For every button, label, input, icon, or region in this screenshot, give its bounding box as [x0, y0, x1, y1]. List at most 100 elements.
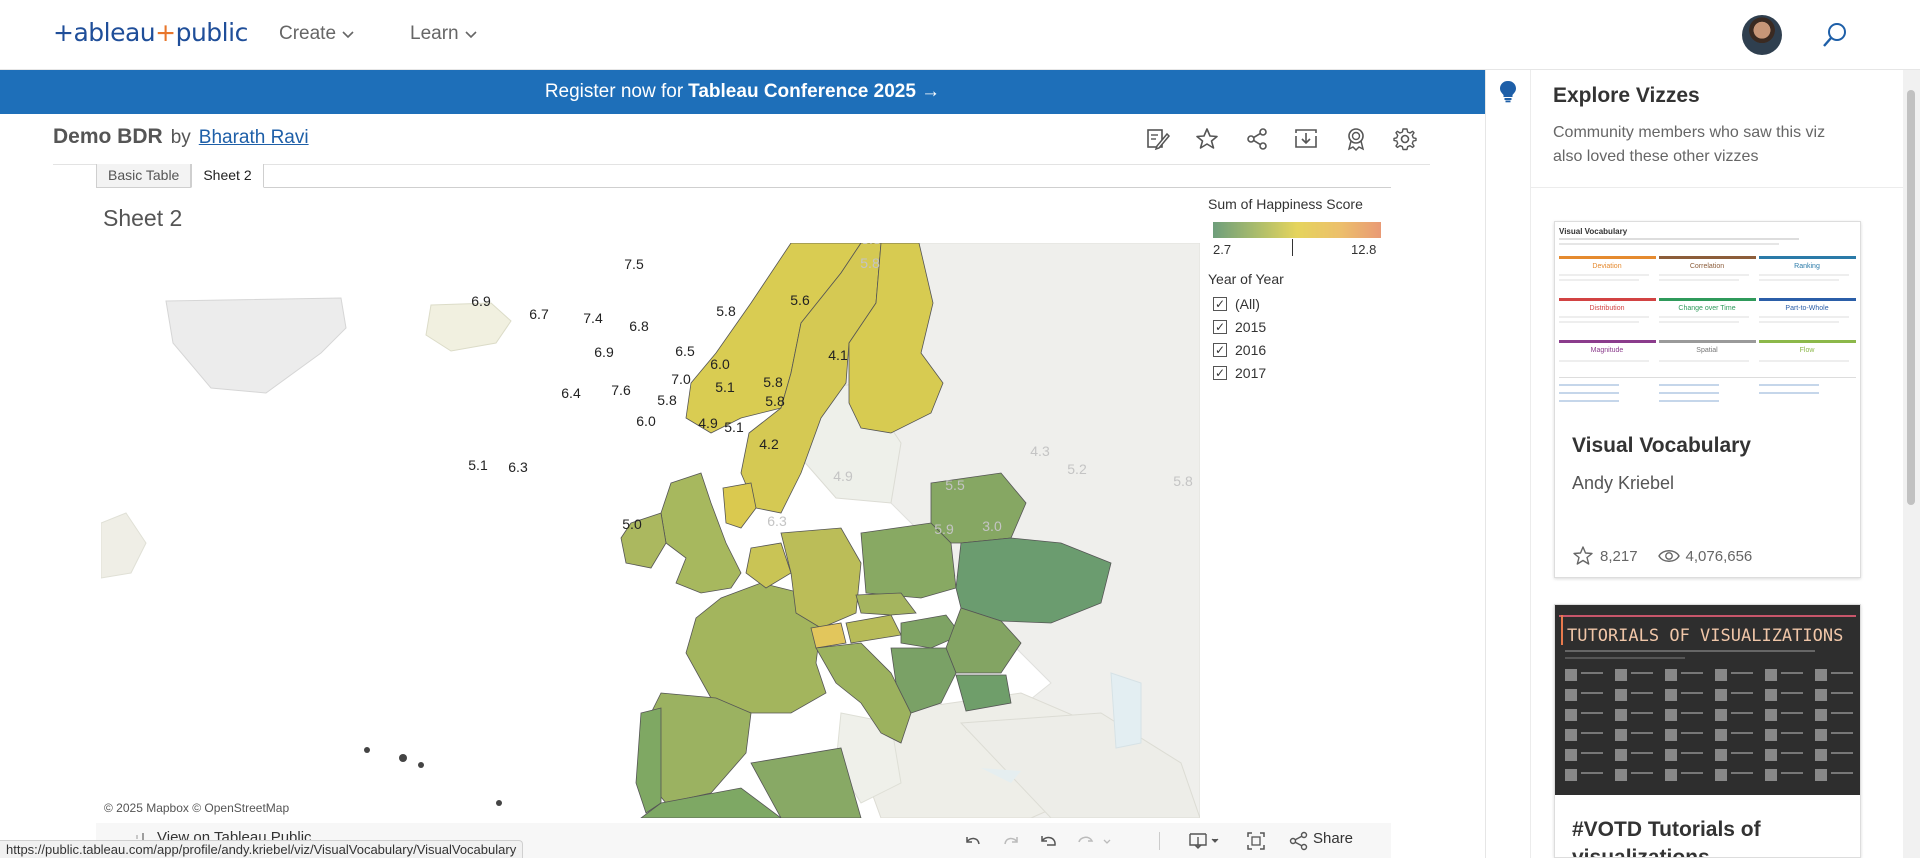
sheet-tabs: Basic Table Sheet 2 [96, 164, 1391, 188]
tab-basic-table[interactable]: Basic Table [96, 164, 192, 188]
land-canada-edge [101, 512, 147, 579]
map-value-label: 6.3 [508, 459, 528, 475]
map-value-label: 5.8 [716, 303, 736, 319]
scrollbar-thumb[interactable] [1907, 90, 1915, 505]
legend-marker [1292, 239, 1293, 256]
thumb-tile-icon [1565, 769, 1577, 781]
thumb-tile-icon [1765, 729, 1777, 741]
refresh-dropdown-icon[interactable] [1076, 831, 1116, 851]
card-author[interactable]: Andy Kriebel [1572, 473, 1675, 493]
gear-icon[interactable] [1392, 126, 1418, 152]
thumb-tile-icon [1615, 669, 1627, 681]
tableau-public-logo[interactable]: +ableau+public [53, 18, 248, 47]
viz-card[interactable]: TUTORIALS OF VISUALIZATIONS #VOTD Tutori… [1554, 604, 1861, 858]
revert-icon[interactable] [1038, 831, 1060, 851]
badge-award-icon[interactable] [1343, 126, 1369, 152]
filter-option-label: 2017 [1235, 364, 1267, 381]
download-dropdown-icon[interactable] [1188, 831, 1224, 851]
toolbar-divider [1159, 832, 1160, 850]
logo-left: +ableau [53, 18, 156, 47]
share-icon[interactable] [1288, 831, 1310, 851]
search-icon[interactable] [1820, 20, 1850, 50]
region-switzerland [810, 622, 847, 649]
nav-learn-menu[interactable]: Learn [410, 23, 478, 45]
checkbox[interactable]: ✓ [1213, 296, 1227, 311]
thumb-tile-text [1681, 772, 1703, 774]
region-germany [780, 527, 862, 629]
card-title[interactable]: #VOTD Tutorials of visualizations [1572, 818, 1761, 858]
thumb-tile-icon [1765, 709, 1777, 721]
nav-learn-label: Learn [410, 23, 459, 44]
thumb-tile-text [1831, 752, 1853, 754]
thumb-section-magnitude: Magnitude [1591, 347, 1624, 354]
lightbulb-icon[interactable] [1498, 79, 1518, 103]
island-madeira [496, 800, 502, 806]
thumb-tile-text [1731, 692, 1753, 694]
nav-create-menu[interactable]: Create [279, 23, 355, 45]
filter-option-2016[interactable]: ✓ 2016 [1213, 338, 1284, 361]
choropleth-map[interactable]: 7.47.57.47.56.96.77.46.85.85.66.96.56.04… [101, 243, 1200, 818]
map-value-labels: 7.47.57.47.56.96.77.46.85.85.66.96.56.04… [468, 256, 848, 532]
map-value-label: 6.0 [710, 356, 730, 372]
undo-icon[interactable] [962, 831, 984, 851]
card-title[interactable]: Visual Vocabulary [1572, 434, 1751, 457]
checkbox[interactable]: ✓ [1213, 319, 1227, 334]
sheet-title: Sheet 2 [103, 205, 183, 231]
thumb-tile-icon [1665, 669, 1677, 681]
map-value-label: 5.8 [765, 393, 785, 409]
filter-option-2017[interactable]: ✓ 2017 [1213, 361, 1284, 384]
thumb-tile-icon [1565, 669, 1577, 681]
card-favorites: 8,217 [1600, 547, 1638, 565]
tab-sheet-2[interactable]: Sheet 2 [191, 164, 264, 188]
page-scrollbar[interactable] [1903, 70, 1920, 858]
filter-title: Year of Year [1208, 271, 1284, 287]
map-value-label: 4.2 [759, 436, 779, 452]
share-button-label[interactable]: Share [1313, 830, 1354, 847]
map-value-label: 7.4 [583, 310, 603, 326]
map-svg[interactable]: 7.47.57.47.56.96.77.46.85.85.66.96.56.04… [101, 243, 1200, 818]
thumb-tile-text [1831, 692, 1853, 694]
thumb-tile-icon [1815, 669, 1827, 681]
thumb-grid [1565, 669, 1853, 781]
map-faded-label: 4.3 [1030, 443, 1050, 459]
map-value-label: 7.6 [611, 382, 631, 398]
fullscreen-icon[interactable] [1245, 831, 1267, 851]
checkbox[interactable]: ✓ [1213, 342, 1227, 357]
chevron-down-icon [465, 31, 477, 39]
viz-thumbnail-visual-vocabulary[interactable]: Visual Vocabulary Deviation Correlation … [1555, 222, 1860, 412]
conference-banner[interactable]: Register now for Tableau Conference 2025… [0, 70, 1485, 114]
filter-option-label: 2015 [1235, 318, 1267, 335]
banner-link[interactable]: Tableau Conference 2025 → [688, 81, 941, 102]
thumb-tile-text [1631, 712, 1653, 714]
favorite-star-icon[interactable] [1194, 126, 1220, 152]
viz-card[interactable]: Visual Vocabulary Deviation Correlation … [1554, 221, 1861, 578]
legend-gradient [1213, 222, 1381, 238]
map-value-label: 6.9 [594, 344, 614, 360]
filter-option-all[interactable]: ✓ (All) [1213, 292, 1284, 315]
edit-icon[interactable] [1145, 126, 1171, 152]
share-icon[interactable] [1244, 126, 1270, 152]
map-value-label: 6.0 [636, 413, 656, 429]
map-faded-label: 6.3 [767, 513, 787, 529]
thumb-tile-text [1581, 752, 1603, 754]
thumb-tile-icon [1615, 729, 1627, 741]
redo-icon[interactable] [1000, 831, 1022, 851]
viz-by: by [170, 127, 191, 148]
favorite-star-icon [1573, 546, 1593, 565]
download-icon[interactable] [1293, 126, 1319, 152]
status-bar-url: https://public.tableau.com/app/profile/a… [0, 840, 524, 858]
thumb-section-distribution: Distribution [1589, 305, 1624, 312]
viz-author-link[interactable]: Bharath Ravi [198, 127, 309, 148]
thumb-section-correlation: Correlation [1690, 263, 1724, 270]
checkbox[interactable]: ✓ [1213, 365, 1227, 380]
explore-panel: Explore Vizzes Community members who saw… [1485, 70, 1903, 858]
thumb-tile-text [1631, 752, 1653, 754]
viz-thumbnail-votd-tutorials[interactable]: TUTORIALS OF VISUALIZATIONS [1555, 605, 1860, 795]
thumb-tile-icon [1715, 689, 1727, 701]
thumb-tile-text [1681, 732, 1703, 734]
region-bulgaria [955, 674, 1012, 712]
thumb-tile-icon [1615, 709, 1627, 721]
user-avatar[interactable] [1742, 15, 1782, 55]
map-faded-label: 5.5 [945, 477, 965, 493]
filter-option-2015[interactable]: ✓ 2015 [1213, 315, 1284, 338]
